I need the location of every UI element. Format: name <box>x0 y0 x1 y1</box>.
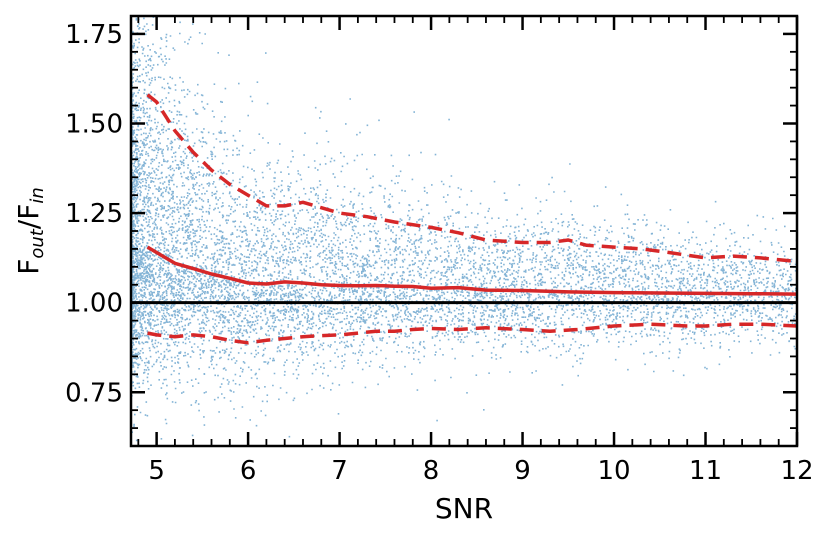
scatter-points <box>131 16 797 442</box>
series-line-1 <box>146 93 798 264</box>
y-tick-label: 1.00 <box>65 289 123 319</box>
plot-frame <box>129 14 799 448</box>
y-axis-label-sub-in: in <box>27 187 48 203</box>
x-tick-label: 5 <box>148 456 165 486</box>
y-tick-label: 1.75 <box>65 20 123 50</box>
x-tick-label: 10 <box>597 456 630 486</box>
x-tick-label: 12 <box>780 456 813 486</box>
x-axis-label: SNR <box>435 492 493 525</box>
y-tick-label: 1.50 <box>65 110 123 140</box>
y-axis-label-main: F <box>12 259 45 275</box>
scatter-point-cloud <box>131 16 797 442</box>
series-lines <box>131 93 798 345</box>
y-tick-label: 1.25 <box>65 199 123 229</box>
y-axis-label-sub-out: out <box>27 228 48 258</box>
series-line-0 <box>146 245 798 296</box>
y-axis-label-mid: /F <box>12 204 45 230</box>
x-tick-label: 11 <box>689 456 722 486</box>
x-tick-label: 7 <box>331 456 348 486</box>
y-tick-label: 0.75 <box>65 378 123 408</box>
x-tick-label: 9 <box>514 456 531 486</box>
x-tick-label: 6 <box>240 456 257 486</box>
axis-ticks: 5 6 7 8 9 10 11 12 0.75 1.00 1.25 1.50 1.75 <box>65 16 814 486</box>
y-axis-label: Fout/Fin <box>12 187 48 275</box>
series-line-2 <box>147 322 798 345</box>
x-tick-label: 8 <box>423 456 440 486</box>
